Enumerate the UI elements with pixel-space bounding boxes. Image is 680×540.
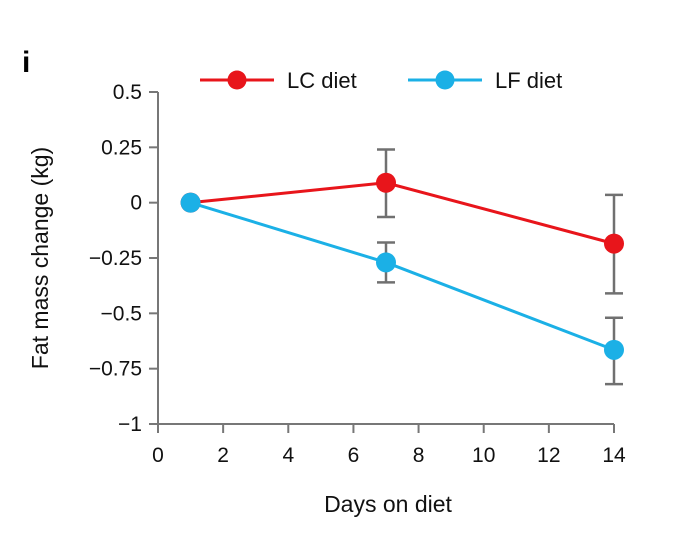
data-point xyxy=(180,192,201,213)
series-line xyxy=(190,201,615,352)
x-tick-label: 4 xyxy=(282,444,294,467)
x-axis-title: Days on diet xyxy=(324,491,452,517)
data-point xyxy=(604,339,624,360)
y-tick-label: −0.75 xyxy=(89,358,142,381)
data-point xyxy=(376,172,396,193)
y-tick-label: −0.25 xyxy=(89,247,142,270)
x-tick-label: 10 xyxy=(472,444,495,467)
legend-marker xyxy=(435,70,455,90)
data-point xyxy=(604,233,624,254)
legend: LC diet LF diet xyxy=(200,68,562,93)
x-tick-label: 6 xyxy=(348,444,360,467)
x-tick-label: 8 xyxy=(413,444,425,467)
axes: 0.5 0.25 0 −0.25 −0.5 −0.75 −1 0 2 4 6 8 10 12 14 xyxy=(89,81,626,467)
data-point xyxy=(376,252,396,273)
series-line xyxy=(190,181,615,246)
y-tick-label: 0.25 xyxy=(101,136,142,159)
x-tick-label: 12 xyxy=(537,444,560,467)
legend-marker xyxy=(227,70,247,90)
x-ticks: 0 2 4 6 8 10 12 14 xyxy=(152,424,626,467)
legend-item: LF diet xyxy=(408,68,562,93)
legend-label: LF diet xyxy=(495,68,562,93)
x-tick-label: 2 xyxy=(217,444,229,467)
panel-letter: i xyxy=(22,46,30,79)
x-tick-label: 0 xyxy=(152,444,164,467)
y-ticks: 0.5 0.25 0 −0.25 −0.5 −0.75 −1 xyxy=(89,81,158,436)
x-tick-label: 14 xyxy=(602,444,626,467)
y-tick-label: 0.5 xyxy=(113,81,142,104)
legend-label: LC diet xyxy=(287,68,357,93)
series-lf-diet xyxy=(180,192,624,386)
y-axis-title: Fat mass change (kg) xyxy=(27,147,53,369)
y-tick-label: −0.5 xyxy=(101,302,142,325)
plot-series xyxy=(180,148,624,386)
legend-item: LC diet xyxy=(200,68,357,93)
y-tick-label: 0 xyxy=(130,192,142,215)
y-tick-label: −1 xyxy=(118,413,142,436)
